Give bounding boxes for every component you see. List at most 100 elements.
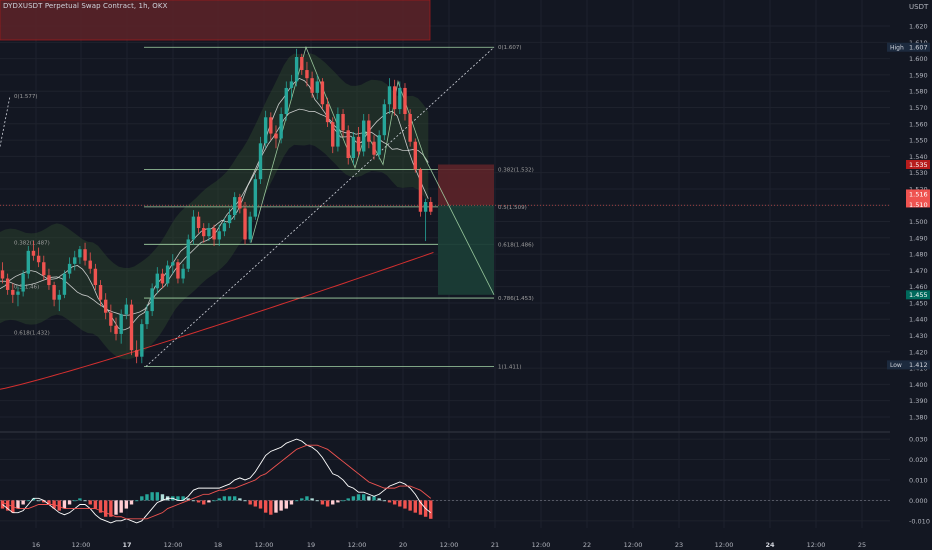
candle-body	[88, 260, 92, 269]
macd-histogram-bar	[36, 500, 41, 502]
macd-tick-label: 0.020	[909, 456, 928, 464]
time-tick-label: 12:00	[715, 541, 734, 549]
macd-histogram-bar	[274, 500, 278, 513]
time-tick-label: 17	[122, 541, 131, 549]
time-tick-label: 12:00	[255, 541, 274, 549]
candle-body	[269, 117, 273, 134]
macd-histogram-bar	[150, 492, 154, 501]
macd-histogram-bar	[73, 500, 77, 502]
candle-body	[310, 78, 314, 93]
candle-body	[165, 265, 170, 284]
price-scale-unit: USDT	[909, 3, 929, 11]
target-price-tag-box	[906, 290, 930, 300]
macd-histogram-bar	[98, 500, 103, 513]
position-target-zone	[438, 205, 494, 295]
price-axis-background	[890, 0, 932, 550]
moving-average-long	[0, 251, 434, 390]
highlight-zone	[0, 0, 431, 41]
macd-histogram-bar	[331, 500, 335, 505]
target-price-tag: 1.455	[909, 291, 928, 299]
macd-histogram-bar	[387, 500, 392, 503]
low-label: Low	[890, 362, 902, 369]
price-tick-label: 1.480	[909, 251, 928, 259]
candle-body	[176, 262, 180, 279]
candle-body	[140, 324, 144, 357]
candle-body	[150, 288, 154, 312]
candle-body	[217, 231, 221, 240]
price-tick-label: 1.430	[909, 332, 928, 340]
macd-histogram-bar	[26, 500, 30, 502]
macd-histogram-bar	[269, 500, 273, 515]
time-tick-label: 12:00	[624, 541, 643, 549]
price-tick-label: 1.490	[909, 234, 928, 242]
candle-body	[42, 262, 46, 276]
stop-price-tag: 1.535	[909, 161, 928, 169]
candle-body	[16, 291, 20, 295]
macd-histogram-bar	[186, 498, 190, 501]
macd-histogram-bar	[258, 500, 263, 509]
candle-body	[5, 278, 10, 290]
time-tick-label: 18	[214, 541, 222, 549]
candle-body	[305, 70, 309, 79]
macd-histogram-bar	[145, 494, 149, 501]
candle-body	[0, 270, 5, 279]
candle-body	[346, 130, 350, 158]
price-tick-label: 1.600	[909, 55, 928, 63]
candle-body	[73, 257, 77, 264]
candle-body	[202, 228, 206, 237]
fib-prior-label: 0.618(1.432)	[14, 330, 50, 336]
macd-histogram-bar	[367, 496, 371, 501]
macd-histogram-bar	[129, 500, 134, 505]
candle-body	[429, 201, 433, 212]
macd-histogram-bar	[176, 496, 180, 501]
macd-histogram-bar	[181, 496, 185, 501]
position-stop-zone	[438, 164, 494, 206]
candle-body	[21, 273, 25, 292]
candle-body	[362, 120, 366, 152]
price-tick-label: 1.540	[909, 153, 928, 161]
macd-histogram-bar	[78, 498, 82, 501]
signal-line	[2, 444, 432, 520]
candle-body	[109, 312, 113, 326]
current-price-sub: 1.516	[909, 190, 928, 198]
candle-body	[289, 81, 294, 88]
fib-level-label: 0.382(1.532)	[498, 167, 534, 173]
candle-body	[36, 255, 41, 263]
candle-body	[119, 314, 123, 334]
time-tick-label: 19	[307, 541, 315, 549]
price-band	[0, 53, 429, 360]
macd-histogram-bar	[124, 500, 129, 509]
macd-histogram-bar	[253, 500, 258, 507]
macd-histogram-bar	[114, 500, 118, 515]
candle-body	[243, 208, 247, 240]
macd-histogram-bar	[315, 500, 319, 502]
time-tick-label: 25	[858, 541, 866, 549]
high-label: High	[890, 45, 904, 52]
candle-body	[31, 250, 36, 256]
macd-histogram-bar	[217, 498, 221, 501]
macd-histogram-bar	[392, 500, 397, 505]
macd-histogram-bar	[16, 500, 20, 509]
candle-body	[413, 141, 417, 170]
fib-prior-label: 0(1.577)	[14, 94, 38, 100]
macd-histogram-bar	[191, 500, 196, 502]
macd-histogram-bar	[263, 500, 268, 513]
macd-histogram-bar	[356, 494, 361, 501]
macd-histogram-bar	[109, 500, 113, 517]
candle-body	[212, 228, 216, 240]
macd-tick-label: 0.030	[909, 436, 928, 444]
candle-body	[372, 141, 376, 155]
macd-histogram-bar	[57, 500, 61, 511]
high-value-box	[906, 42, 930, 52]
candle-body	[377, 135, 381, 155]
macd-histogram-bar	[284, 500, 288, 509]
fib-trend-line	[145, 46, 495, 367]
macd-histogram-bar	[31, 498, 36, 501]
macd-histogram-bar	[294, 500, 299, 502]
low-value: 1.412	[909, 361, 928, 369]
macd-histogram-bar	[243, 500, 247, 502]
candle-body	[171, 262, 175, 266]
macd-histogram-bar	[408, 500, 412, 511]
